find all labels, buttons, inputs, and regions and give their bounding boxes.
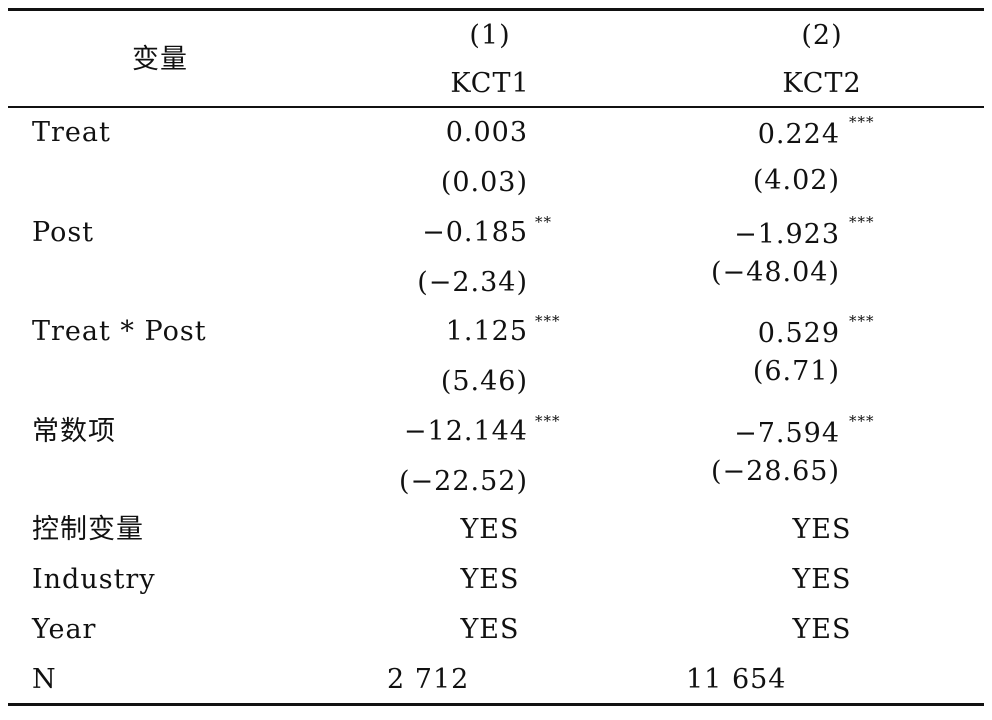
col1-t-statistic: (−22.52) bbox=[399, 466, 528, 497]
header-variable: 变量 bbox=[132, 44, 188, 75]
col2-control-value: YES bbox=[792, 614, 852, 645]
col1-control-value: YES bbox=[460, 514, 520, 545]
header-col2-name: KCT2 bbox=[782, 68, 862, 99]
col2-t-statistic: (4.02) bbox=[752, 165, 840, 196]
row-label: Treat bbox=[32, 117, 111, 148]
col2-t-statistic: (−48.04) bbox=[711, 257, 840, 288]
control-label: 控制变量 bbox=[32, 514, 144, 545]
col1-coefficient: −0.185 bbox=[422, 217, 528, 248]
header-col2-number: (2) bbox=[801, 20, 843, 51]
col1-significance-stars: *** bbox=[535, 412, 561, 430]
row-label: 常数项 bbox=[32, 416, 116, 447]
col2-t-statistic: (6.71) bbox=[752, 356, 840, 387]
col2-observations: 11 654 bbox=[686, 664, 787, 695]
row-label: Treat * Post bbox=[32, 316, 207, 347]
col1-significance-stars: ** bbox=[535, 213, 552, 231]
col2-significance-stars: *** bbox=[849, 113, 875, 131]
col1-t-statistic: (0.03) bbox=[440, 167, 528, 198]
top-rule bbox=[8, 8, 984, 11]
n-label: N bbox=[32, 664, 57, 695]
col2-control-value: YES bbox=[792, 564, 852, 595]
col2-control-value: YES bbox=[792, 514, 852, 545]
col2-coefficient: −1.923 bbox=[734, 219, 840, 250]
header-rule bbox=[8, 106, 984, 108]
col1-coefficient: 0.003 bbox=[445, 117, 528, 148]
control-label: Industry bbox=[32, 564, 156, 595]
bottom-rule bbox=[8, 703, 984, 706]
col2-significance-stars: *** bbox=[849, 213, 875, 231]
row-label: Post bbox=[32, 217, 95, 248]
col1-significance-stars: *** bbox=[535, 312, 561, 330]
col2-t-statistic: (−28.65) bbox=[711, 456, 840, 487]
control-label: Year bbox=[32, 614, 97, 645]
col2-coefficient: 0.529 bbox=[757, 318, 840, 349]
col2-significance-stars: *** bbox=[849, 412, 875, 430]
col1-control-value: YES bbox=[460, 564, 520, 595]
col2-significance-stars: *** bbox=[849, 312, 875, 330]
col1-observations: 2 712 bbox=[387, 664, 470, 695]
col2-coefficient: −7.594 bbox=[734, 418, 840, 449]
header-col1-name: KCT1 bbox=[450, 68, 530, 99]
col1-t-statistic: (5.46) bbox=[440, 366, 528, 397]
col1-coefficient: −12.144 bbox=[403, 416, 528, 447]
header-col1-number: (1) bbox=[469, 20, 511, 51]
col1-control-value: YES bbox=[460, 614, 520, 645]
col1-t-statistic: (−2.34) bbox=[417, 267, 528, 298]
col1-coefficient: 1.125 bbox=[445, 316, 528, 347]
col2-coefficient: 0.224 bbox=[757, 119, 840, 150]
